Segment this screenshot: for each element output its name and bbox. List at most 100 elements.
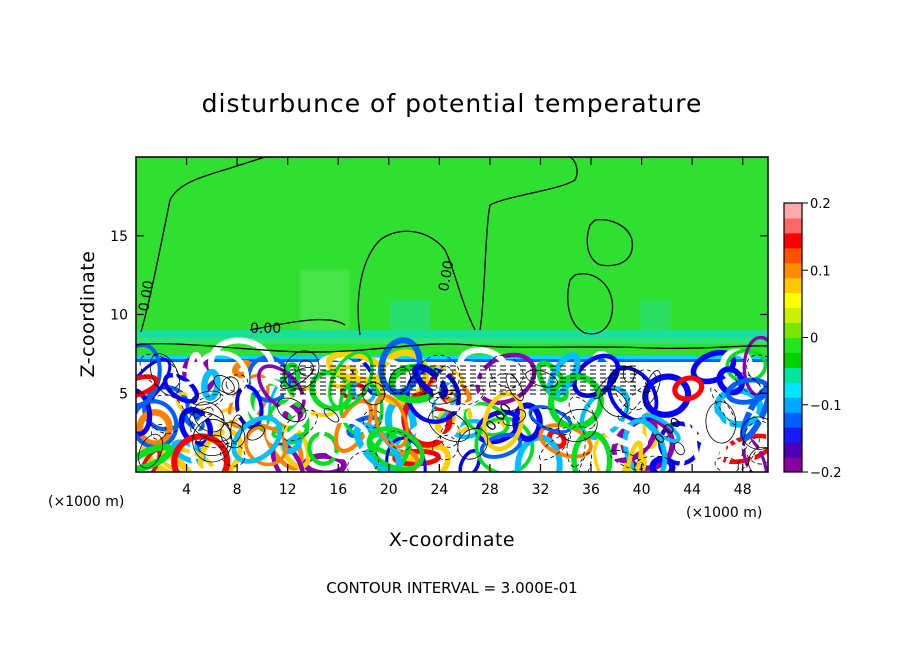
colorbar: [784, 203, 802, 473]
turbulence-contour: [428, 409, 470, 443]
turbulence-contour: [568, 396, 596, 429]
turbulence-contour: [362, 382, 386, 406]
turbulence-blob: [512, 402, 543, 442]
turbulence-contour: [246, 425, 265, 441]
colorbar-swatch: [784, 337, 802, 353]
contour-line: [479, 157, 578, 331]
turbulence-contour: [566, 425, 586, 468]
colorbar-swatch: [784, 292, 802, 309]
turbulence-blob: [726, 407, 768, 453]
colorbar-tick-label: 0.2: [810, 197, 831, 212]
turbulence-blob: [136, 388, 153, 437]
turbulence-contour: [632, 369, 658, 393]
turbulence-contour: [748, 446, 768, 472]
turbulence-contour: [150, 424, 167, 440]
colorbar-ticks: 0.2 0.1 0 −0.1 −0.2: [802, 197, 842, 481]
colorbar-swatch: [784, 397, 802, 413]
turbulence-contour: [457, 427, 489, 460]
x-tick-label: 44: [683, 482, 701, 498]
turbulence-blob: [192, 350, 250, 405]
turbulence-contour: [298, 359, 314, 377]
turbulence-contour: [280, 366, 313, 389]
contour-label-3: 0.00: [436, 259, 457, 292]
turbulence-contour: [529, 408, 572, 430]
chart-title: disturbunce of potential temperature: [202, 89, 703, 118]
turbulence-blob: [479, 432, 523, 459]
turbulence-contour: [388, 367, 411, 394]
turbulence-blob: [136, 342, 162, 408]
turbulence-contour: [197, 434, 229, 457]
turbulence-contour: [190, 414, 232, 449]
turbulence-blob: [642, 373, 692, 418]
contour-line: [586, 219, 633, 267]
colorbar-swatch: [784, 262, 802, 279]
contour-line: [249, 318, 346, 331]
turbulence-contour: [502, 409, 527, 426]
x-axis: 4 8 12 16 20 24 28 32 36 40 44 48: [182, 157, 752, 498]
turbulence-contour: [192, 418, 233, 463]
colorbar-swatch: [784, 307, 802, 324]
colorbar-swatch: [784, 277, 802, 294]
turbulence-contour: [202, 407, 214, 418]
turbulence-contour: [436, 365, 455, 400]
turbulence-contour: [714, 456, 740, 472]
turbulence-contour: [743, 420, 768, 465]
turbulence-contour: [488, 354, 524, 389]
contour-line: [136, 343, 768, 353]
colorbar-swatch: [784, 457, 802, 473]
turbulence-contour: [734, 372, 762, 395]
plot-area: 0.00 0.00 0.00 0.00 0.00: [136, 157, 768, 472]
turbulence-blob: [672, 375, 705, 402]
turbulence-contour: [416, 354, 461, 398]
x-tick-label: 8: [233, 482, 242, 498]
turbulence-blob: [231, 415, 283, 464]
turbulence-blob: [186, 351, 205, 407]
turbulence-contour: [146, 394, 185, 434]
x-tick-label: 36: [582, 482, 600, 498]
turbulence-blob: [366, 426, 425, 472]
colorbar-tick-label: −0.2: [810, 466, 842, 481]
turbulence-blob: [547, 373, 604, 430]
x-tick-label: 20: [380, 482, 398, 498]
turbulence-contour: [710, 387, 737, 426]
turbulence-contour: [276, 397, 307, 422]
turbulence-contour: [456, 384, 485, 405]
colorbar-swatch: [784, 232, 802, 249]
colorbar-swatch: [784, 427, 802, 443]
turbulence-blob: [378, 337, 423, 396]
turbulence-contour: [323, 407, 340, 423]
contour-line: [140, 157, 266, 333]
contour-label-1: 0.00: [136, 279, 157, 312]
x-tick-label: 4: [182, 482, 191, 498]
turbulence-contour: [578, 452, 592, 472]
colorbar-tick-label: 0.1: [810, 264, 831, 279]
turbulence-blob: [136, 443, 174, 472]
turbulence-blob: [162, 373, 200, 404]
contour-label-2: 0.00: [250, 321, 281, 337]
turbulence-contour: [282, 409, 318, 442]
y-tick-label: 10: [110, 308, 128, 324]
x-axis-unit: (×1000 m): [686, 505, 762, 521]
turbulence-blob: [171, 433, 231, 472]
turbulence-contour: [746, 354, 768, 388]
contour-interval-note: CONTOUR INTERVAL = 3.000E-01: [326, 579, 577, 597]
turbulence-contour: [673, 442, 685, 456]
turbulence-contour: [617, 385, 649, 420]
turbulence-contour: [225, 374, 249, 392]
colorbar-swatch: [784, 203, 802, 219]
turbulence-contour: [599, 387, 629, 418]
turbulence-contour: [387, 430, 411, 451]
contour-line: [567, 273, 614, 335]
colorbar-swatch: [784, 367, 802, 383]
turbulence-blob: [624, 440, 644, 472]
turbulence-blob: [201, 368, 221, 402]
turbulence-contour: [138, 433, 164, 469]
turbulence-blob: [172, 367, 196, 386]
turbulence-blob: [716, 366, 745, 396]
colorbar-swatch: [784, 382, 802, 398]
x-tick-label: 32: [532, 482, 550, 498]
colorbar-swatch: [784, 442, 802, 458]
x-tick-label: 24: [430, 482, 448, 498]
turbulence-blob: [494, 360, 523, 384]
